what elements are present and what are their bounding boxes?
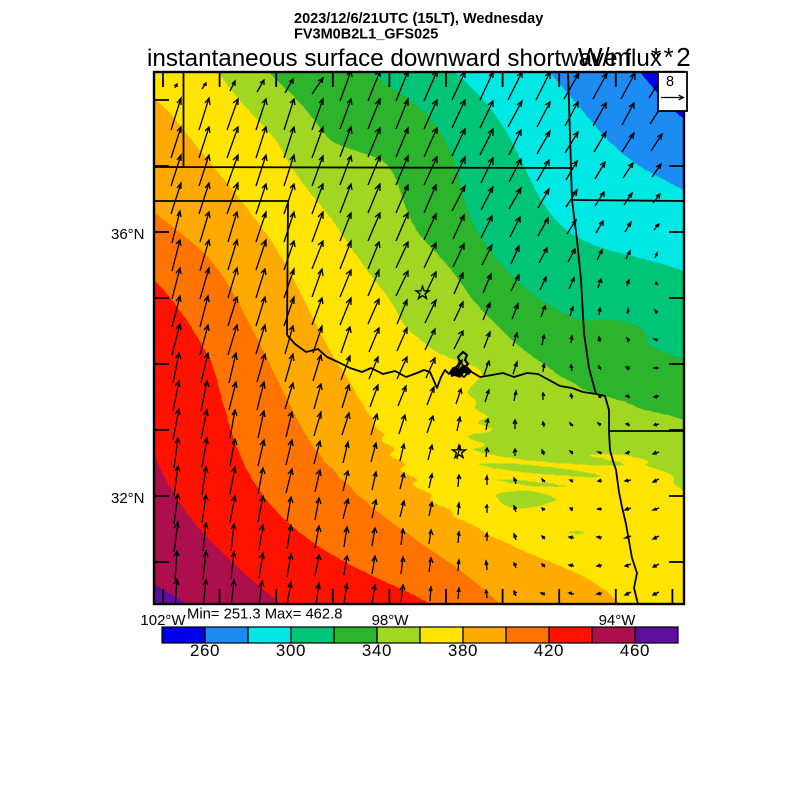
svg-text:Min= 251.3 Max= 462.8: Min= 251.3 Max= 462.8 <box>187 607 342 623</box>
svg-text:98°W: 98°W <box>372 612 410 629</box>
svg-text:460: 460 <box>620 641 650 660</box>
svg-text:2023/12/6/21UTC (15LT), Wednes: 2023/12/6/21UTC (15LT), Wednesday <box>294 11 543 27</box>
svg-text:260: 260 <box>190 641 220 660</box>
svg-text:**2: **2 <box>651 42 693 72</box>
svg-text:instantaneous surface downward: instantaneous surface downward shortwave… <box>147 45 662 72</box>
svg-text:W/m: W/m <box>578 42 631 72</box>
svg-text:36°N: 36°N <box>111 226 145 243</box>
svg-text:420: 420 <box>534 641 564 660</box>
svg-text:102°W: 102°W <box>140 612 186 629</box>
svg-text:94°W: 94°W <box>599 612 637 629</box>
svg-text:340: 340 <box>362 641 392 660</box>
svg-text:32°N: 32°N <box>111 490 145 507</box>
svg-text:8: 8 <box>666 74 674 90</box>
svg-text:380: 380 <box>448 641 478 660</box>
svg-text:300: 300 <box>276 641 306 660</box>
svg-text:FV3M0B2L1_GFS025: FV3M0B2L1_GFS025 <box>294 27 438 43</box>
